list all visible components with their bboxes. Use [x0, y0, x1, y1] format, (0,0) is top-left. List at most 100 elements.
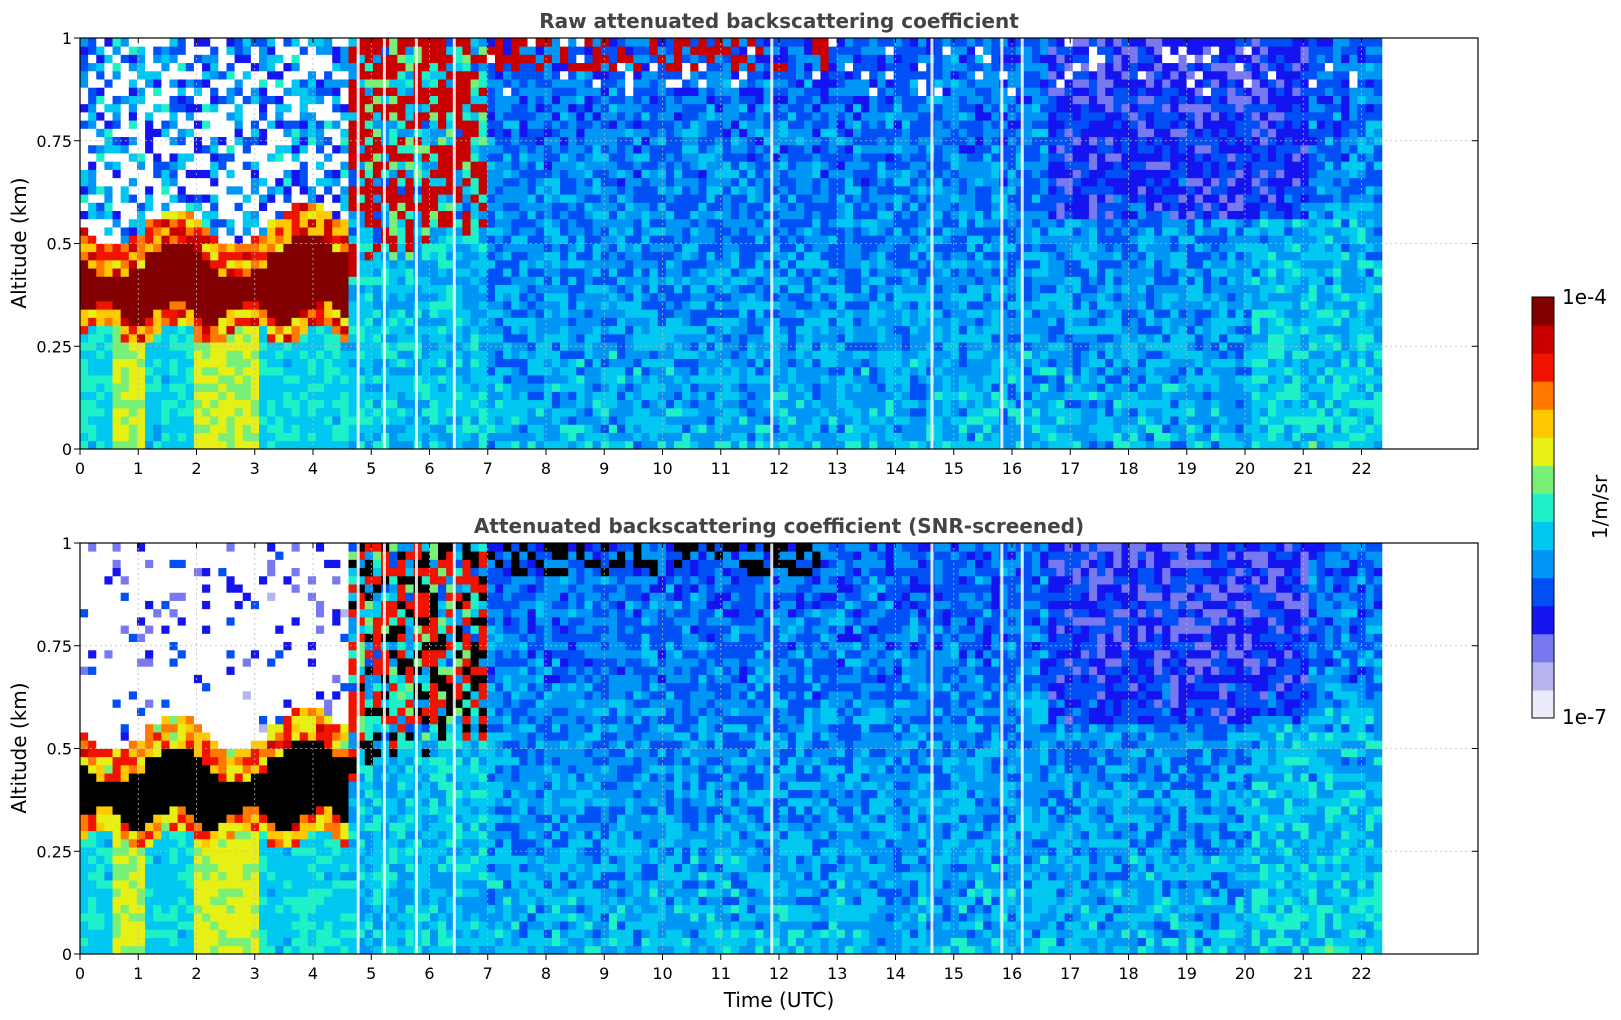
heatmap-cell: [527, 169, 537, 179]
heatmap-cell: [259, 432, 268, 442]
heatmap-cell: [454, 276, 463, 285]
heatmap-cell: [673, 194, 683, 203]
heatmap-cell: [755, 251, 764, 261]
heatmap-cell: [128, 70, 138, 80]
heatmap-cell: [267, 440, 276, 449]
heatmap-cell: [869, 120, 878, 129]
heatmap-cell: [405, 383, 415, 392]
heatmap-cell: [763, 342, 773, 351]
heatmap-cell: [714, 391, 724, 401]
heatmap-cell: [193, 383, 203, 392]
heatmap-cell: [633, 416, 642, 425]
heatmap-cell: [438, 235, 447, 244]
heatmap-cell: [511, 259, 520, 269]
heatmap-cell: [714, 251, 724, 261]
heatmap-cell: [486, 202, 496, 212]
heatmap-cell: [348, 210, 358, 220]
heatmap-cell: [560, 235, 569, 244]
heatmap-cell: [364, 366, 374, 376]
heatmap-cell: [275, 333, 284, 343]
heatmap-cell: [120, 70, 130, 80]
heatmap-cell: [234, 103, 244, 113]
heatmap-cell: [527, 366, 537, 376]
heatmap-cell: [665, 440, 675, 449]
heatmap-cell: [348, 358, 358, 368]
heatmap-cell: [568, 177, 577, 187]
heatmap-cell: [234, 46, 244, 55]
heatmap-cell: [267, 284, 276, 294]
heatmap-cell: [812, 194, 821, 203]
heatmap-cell: [446, 185, 455, 195]
heatmap-cell: [210, 243, 219, 253]
heatmap-cell: [275, 218, 284, 228]
heatmap-cell: [820, 325, 829, 335]
heatmap-cell: [625, 292, 634, 302]
heatmap-cell: [511, 62, 520, 72]
heatmap-cell: [568, 407, 577, 417]
heatmap-cell: [486, 375, 496, 384]
heatmap-cell: [861, 424, 870, 433]
heatmap-cell: [356, 383, 366, 392]
heatmap-cell: [877, 194, 886, 203]
heatmap-cell: [804, 259, 813, 269]
heatmap-cell: [307, 177, 317, 187]
heatmap-cell: [446, 120, 455, 129]
heatmap-cell: [454, 399, 463, 409]
heatmap-cell: [364, 309, 374, 318]
heatmap-cell: [625, 210, 634, 220]
heatmap-cell: [340, 383, 349, 392]
heatmap-cell: [527, 235, 537, 244]
heatmap-cell: [730, 383, 740, 392]
heatmap-cell: [844, 391, 854, 401]
heatmap-cell: [145, 177, 154, 187]
heatmap-cell: [625, 95, 634, 105]
heatmap-cell: [844, 259, 854, 269]
heatmap-cell: [625, 153, 634, 162]
heatmap-cell: [96, 227, 105, 236]
heatmap-cell: [478, 103, 488, 113]
heatmap-cell: [641, 424, 650, 433]
heatmap-cell: [478, 301, 488, 310]
heatmap-cell: [560, 38, 569, 47]
heatmap-cell: [389, 70, 398, 80]
heatmap-cell: [796, 325, 805, 335]
heatmap-cell: [560, 276, 569, 285]
heatmap-cell: [511, 38, 520, 47]
heatmap-cell: [470, 391, 480, 401]
heatmap-cell: [853, 227, 862, 236]
heatmap-cell: [714, 292, 724, 302]
heatmap-cell: [511, 375, 520, 384]
heatmap-cell: [877, 440, 886, 449]
heatmap-cell: [779, 366, 789, 376]
heatmap-cell: [755, 407, 764, 417]
heatmap-cell: [657, 103, 667, 113]
heatmap-cell: [600, 251, 610, 261]
heatmap-cell: [535, 383, 545, 392]
heatmap-cell: [291, 95, 301, 105]
heatmap-cell: [535, 194, 545, 203]
heatmap-cell: [299, 358, 309, 368]
heatmap-cell: [429, 391, 439, 401]
heatmap-cell: [804, 309, 813, 318]
heatmap-cell: [348, 424, 358, 433]
heatmap-cell: [372, 38, 382, 47]
heatmap-cell: [503, 54, 512, 64]
heatmap-cell: [682, 103, 691, 113]
heatmap-cell: [145, 416, 154, 425]
heatmap-cell: [364, 153, 374, 162]
heatmap-cell: [486, 317, 496, 327]
heatmap-cell: [511, 153, 520, 162]
heatmap-cell: [169, 144, 179, 154]
heatmap-cell: [739, 128, 748, 138]
heatmap-cell: [869, 342, 878, 351]
heatmap-cell: [112, 383, 122, 392]
heatmap-cell: [486, 391, 496, 401]
heatmap-cell: [682, 185, 691, 195]
heatmap-cell: [844, 432, 854, 442]
heatmap-cell: [307, 259, 317, 269]
heatmap-cell: [592, 128, 602, 138]
heatmap-cell: [389, 440, 398, 449]
heatmap-cell: [128, 62, 138, 72]
heatmap-cell: [478, 185, 488, 195]
heatmap-cell: [324, 144, 333, 154]
